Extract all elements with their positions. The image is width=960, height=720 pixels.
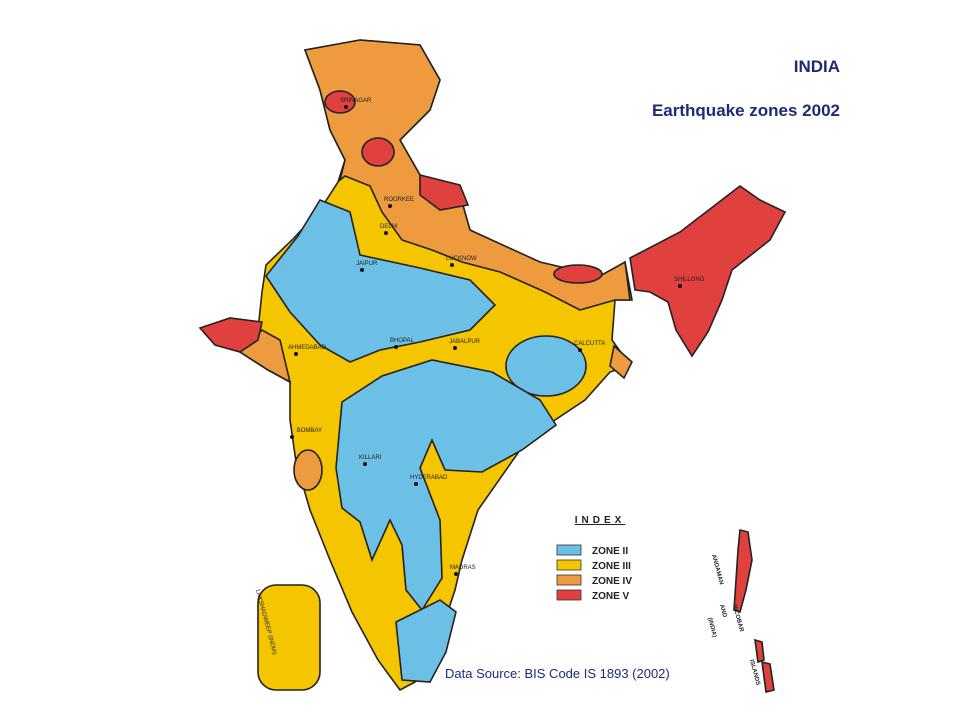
- zone-v-bihar: [553, 264, 603, 284]
- data-source: Data Source: BIS Code IS 1893 (2002): [445, 666, 670, 681]
- andaman-label: (INDIA): [706, 617, 717, 638]
- city-label: BHOPAL: [390, 338, 415, 344]
- city-label: JAIPUR: [356, 261, 378, 267]
- legend-swatch: [556, 574, 582, 586]
- city-label: DELHI: [380, 224, 398, 230]
- city-dot: [414, 482, 418, 486]
- city-label: LUCKNOW: [446, 256, 477, 262]
- city-dot: [454, 572, 458, 576]
- city-dot: [388, 204, 392, 208]
- andaman-label: ISLANDS: [748, 659, 761, 686]
- city-dot: [290, 435, 294, 439]
- city-label: CALCUTTA: [574, 341, 605, 347]
- city-label: BOMBAY: [297, 428, 322, 434]
- city-dot: [453, 346, 457, 350]
- zone-v-uttarakhand: [419, 173, 470, 211]
- city-dot: [678, 284, 682, 288]
- city-dot: [363, 462, 367, 466]
- lakshadweep: [257, 584, 321, 691]
- zone-iv-west: [293, 449, 323, 491]
- legend-title: INDEX: [575, 515, 626, 526]
- legend-label: ZONE V: [592, 591, 630, 602]
- legend-swatch: [556, 589, 582, 601]
- zone-v-northeast: [629, 185, 787, 358]
- legend-label: ZONE III: [592, 561, 631, 572]
- city-label: SHILLONG: [674, 277, 705, 283]
- subtitle: Earthquake zones 2002: [652, 101, 840, 120]
- city-dot: [344, 105, 348, 109]
- city-label: KILLARI: [359, 455, 382, 461]
- city-dot: [394, 345, 398, 349]
- city-label: ROORKEE: [384, 197, 414, 203]
- city-label: AHMEDABAD: [288, 345, 327, 351]
- andaman-label: NICOBAR: [731, 604, 744, 633]
- zone-iv-calcutta: [609, 344, 633, 380]
- andaman-islands: [733, 528, 775, 693]
- zone-ii-east: [505, 335, 587, 397]
- city-dot: [294, 352, 298, 356]
- legend-swatch: [556, 559, 582, 571]
- city-dot: [450, 263, 454, 267]
- city-label: MADRAS: [450, 565, 476, 571]
- city-dot: [578, 348, 582, 352]
- zone-v-himachal: [361, 137, 395, 167]
- andaman-label: ANDAMAN: [710, 554, 724, 585]
- city-label: HYDERABAD: [410, 475, 448, 481]
- legend-label: ZONE IV: [592, 576, 632, 587]
- zone-v-kutch: [198, 317, 263, 353]
- city-label: JABALPUR: [449, 339, 481, 345]
- legend-swatch: [556, 544, 582, 556]
- zone-ii-south: [335, 359, 558, 612]
- title: INDIA: [794, 57, 840, 76]
- city-label: SRINAGAR: [340, 98, 372, 104]
- city-dot: [384, 231, 388, 235]
- legend-label: ZONE II: [592, 546, 628, 557]
- andaman-label: AND: [718, 604, 727, 619]
- zone-ii-tip: [395, 599, 457, 683]
- zone-map: [198, 39, 787, 693]
- zone-iv-north: [303, 39, 631, 311]
- zone-ii-central: [265, 199, 497, 363]
- city-dot: [360, 268, 364, 272]
